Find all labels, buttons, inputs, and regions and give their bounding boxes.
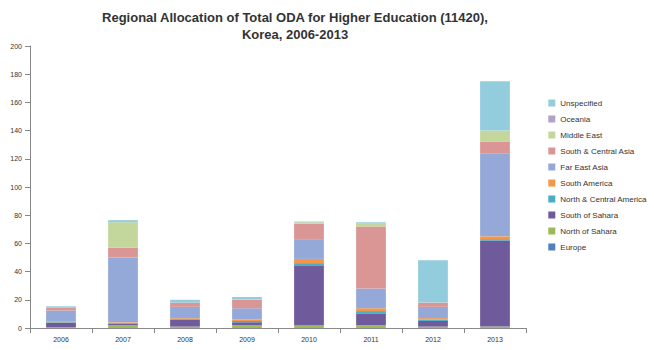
- svg-text:2009: 2009: [239, 336, 255, 343]
- svg-text:South of Sahara: South of Sahara: [560, 211, 618, 220]
- svg-text:100: 100: [10, 184, 22, 191]
- svg-text:120: 120: [10, 155, 22, 162]
- svg-text:Europe: Europe: [560, 243, 586, 252]
- svg-text:80: 80: [14, 212, 22, 219]
- svg-text:200: 200: [10, 43, 22, 50]
- svg-text:60: 60: [14, 240, 22, 247]
- svg-text:2010: 2010: [301, 336, 317, 343]
- svg-text:140: 140: [10, 127, 22, 134]
- svg-text:North & Central America: North & Central America: [560, 195, 647, 204]
- svg-text:2008: 2008: [177, 336, 193, 343]
- svg-text:2012: 2012: [425, 336, 441, 343]
- svg-text:2006: 2006: [53, 336, 69, 343]
- svg-text:160: 160: [10, 99, 22, 106]
- svg-text:South America: South America: [560, 179, 613, 188]
- svg-text:2007: 2007: [115, 336, 131, 343]
- svg-text:Unspecified: Unspecified: [560, 99, 602, 108]
- svg-text:Middle East: Middle East: [560, 131, 603, 140]
- svg-text:Oceania: Oceania: [560, 115, 590, 124]
- svg-text:0: 0: [18, 325, 22, 332]
- svg-text:2013: 2013: [487, 336, 503, 343]
- svg-text:Regional Allocation of Total O: Regional Allocation of Total ODA for Hig…: [102, 10, 488, 25]
- svg-text:Far East Asia: Far East Asia: [560, 163, 608, 172]
- svg-text:20: 20: [14, 296, 22, 303]
- svg-text:South & Central Asia: South & Central Asia: [560, 147, 634, 156]
- svg-text:180: 180: [10, 71, 22, 78]
- svg-text:40: 40: [14, 268, 22, 275]
- svg-text:Korea, 2006-2013: Korea, 2006-2013: [242, 27, 348, 42]
- svg-text:2011: 2011: [363, 336, 378, 343]
- svg-text:North of Sahara: North of Sahara: [560, 227, 617, 236]
